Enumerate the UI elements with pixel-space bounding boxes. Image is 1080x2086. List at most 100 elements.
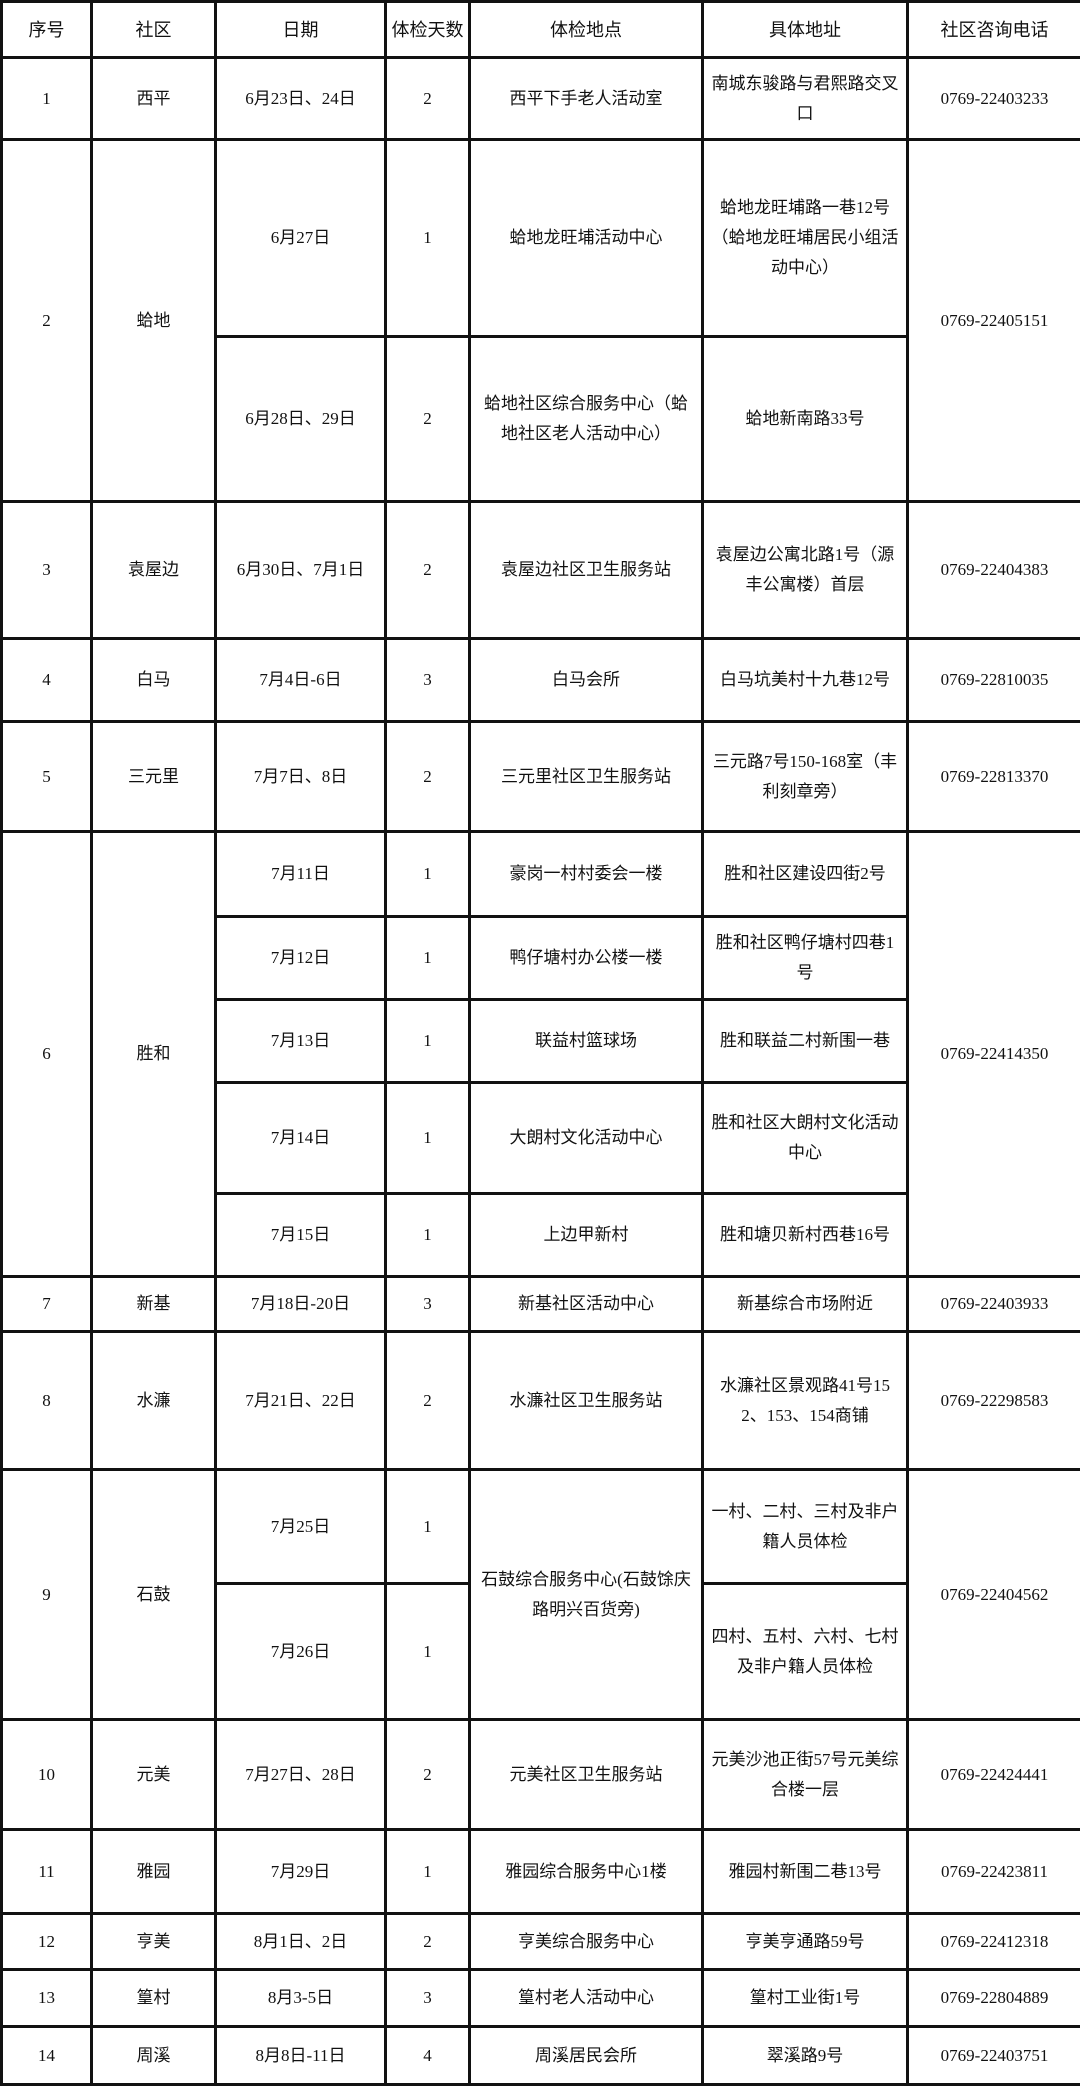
- cell-phone: 0769-22404562: [908, 1470, 1080, 1720]
- cell-address: 三元路7号150-168室（丰利刻章旁）: [703, 722, 908, 832]
- cell-days: 1: [386, 832, 470, 917]
- cell-date: 7月11日: [216, 832, 386, 917]
- cell-days: 1: [386, 140, 470, 337]
- header-phone: 社区咨询电话: [908, 2, 1080, 58]
- cell-venue: 水濂社区卫生服务站: [470, 1332, 703, 1470]
- cell-days: 3: [386, 639, 470, 722]
- cell-community: 石鼓: [92, 1470, 216, 1720]
- cell-address: 蛤地新南路33号: [703, 337, 908, 502]
- cell-days: 2: [386, 58, 470, 140]
- cell-phone: 0769-22404383: [908, 502, 1080, 639]
- cell-venue: 鸭仔塘村办公楼一楼: [470, 917, 703, 1000]
- cell-no: 4: [2, 639, 92, 722]
- cell-no: 6: [2, 832, 92, 1277]
- cell-address: 袁屋边公寓北路1号（源丰公寓楼）首层: [703, 502, 908, 639]
- cell-no: 14: [2, 2027, 92, 2085]
- cell-date: 8月1日、2日: [216, 1914, 386, 1970]
- cell-address: 雅园村新围二巷13号: [703, 1830, 908, 1914]
- cell-days: 2: [386, 1332, 470, 1470]
- cell-venue: 三元里社区卫生服务站: [470, 722, 703, 832]
- cell-address: 四村、五村、六村、七村及非户籍人员体检: [703, 1584, 908, 1720]
- cell-address: 胜和社区建设四街2号: [703, 832, 908, 917]
- cell-address: 新基综合市场附近: [703, 1277, 908, 1332]
- cell-no: 5: [2, 722, 92, 832]
- cell-no: 10: [2, 1720, 92, 1830]
- cell-phone: 0769-22403751: [908, 2027, 1080, 2085]
- cell-venue: 雅园综合服务中心1楼: [470, 1830, 703, 1914]
- cell-date: 7月7日、8日: [216, 722, 386, 832]
- cell-venue: 白马会所: [470, 639, 703, 722]
- cell-days: 1: [386, 1470, 470, 1584]
- header-address: 具体地址: [703, 2, 908, 58]
- cell-community: 新基: [92, 1277, 216, 1332]
- cell-days: 2: [386, 502, 470, 639]
- cell-no: 9: [2, 1470, 92, 1720]
- cell-date: 7月13日: [216, 1000, 386, 1083]
- cell-no: 7: [2, 1277, 92, 1332]
- cell-phone: 0769-22403933: [908, 1277, 1080, 1332]
- cell-phone: 0769-22810035: [908, 639, 1080, 722]
- cell-days: 1: [386, 1830, 470, 1914]
- cell-date: 7月12日: [216, 917, 386, 1000]
- cell-address: 元美沙池正街57号元美综合楼一层: [703, 1720, 908, 1830]
- cell-community: 元美: [92, 1720, 216, 1830]
- header-date: 日期: [216, 2, 386, 58]
- cell-date: 8月3-5日: [216, 1970, 386, 2027]
- cell-community: 篁村: [92, 1970, 216, 2027]
- cell-days: 4: [386, 2027, 470, 2085]
- cell-address: 一村、二村、三村及非户籍人员体检: [703, 1470, 908, 1584]
- cell-days: 3: [386, 1277, 470, 1332]
- cell-days: 1: [386, 1194, 470, 1277]
- cell-no: 1: [2, 58, 92, 140]
- cell-venue: 新基社区活动中心: [470, 1277, 703, 1332]
- cell-address: 南城东骏路与君熙路交叉口: [703, 58, 908, 140]
- header-days: 体检天数: [386, 2, 470, 58]
- cell-venue: 蛤地龙旺埔活动中心: [470, 140, 703, 337]
- header-row: 序号 社区 日期 体检天数 体检地点 具体地址 社区咨询电话: [2, 2, 1080, 58]
- cell-date: 6月27日: [216, 140, 386, 337]
- cell-venue: 西平下手老人活动室: [470, 58, 703, 140]
- cell-community: 三元里: [92, 722, 216, 832]
- cell-venue: 上边甲新村: [470, 1194, 703, 1277]
- cell-venue: 周溪居民会所: [470, 2027, 703, 2085]
- cell-days: 2: [386, 722, 470, 832]
- cell-days: 1: [386, 1000, 470, 1083]
- cell-address: 胜和联益二村新围一巷: [703, 1000, 908, 1083]
- cell-phone: 0769-22412318: [908, 1914, 1080, 1970]
- cell-address: 蛤地龙旺埔路一巷12号（蛤地龙旺埔居民小组活动中心）: [703, 140, 908, 337]
- cell-no: 13: [2, 1970, 92, 2027]
- cell-date: 6月28日、29日: [216, 337, 386, 502]
- cell-phone: 0769-22405151: [908, 140, 1080, 502]
- cell-phone: 0769-22424441: [908, 1720, 1080, 1830]
- cell-community: 白马: [92, 639, 216, 722]
- cell-venue: 豪岗一村村委会一楼: [470, 832, 703, 917]
- cell-community: 袁屋边: [92, 502, 216, 639]
- cell-date: 7月14日: [216, 1083, 386, 1194]
- cell-date: 8月8日-11日: [216, 2027, 386, 2085]
- cell-community: 西平: [92, 58, 216, 140]
- cell-venue: 石鼓综合服务中心(石鼓馀庆路明兴百货旁): [470, 1470, 703, 1720]
- cell-community: 胜和: [92, 832, 216, 1277]
- cell-venue: 元美社区卫生服务站: [470, 1720, 703, 1830]
- cell-no: 3: [2, 502, 92, 639]
- cell-date: 6月30日、7月1日: [216, 502, 386, 639]
- cell-address: 篁村工业街1号: [703, 1970, 908, 2027]
- cell-date: 6月23日、24日: [216, 58, 386, 140]
- cell-days: 1: [386, 1584, 470, 1720]
- cell-days: 1: [386, 917, 470, 1000]
- cell-phone: 0769-22813370: [908, 722, 1080, 832]
- cell-address: 白马坑美村十九巷12号: [703, 639, 908, 722]
- cell-phone: 0769-22804889: [908, 1970, 1080, 2027]
- cell-address: 水濂社区景观路41号152、153、154商铺: [703, 1332, 908, 1470]
- cell-date: 7月15日: [216, 1194, 386, 1277]
